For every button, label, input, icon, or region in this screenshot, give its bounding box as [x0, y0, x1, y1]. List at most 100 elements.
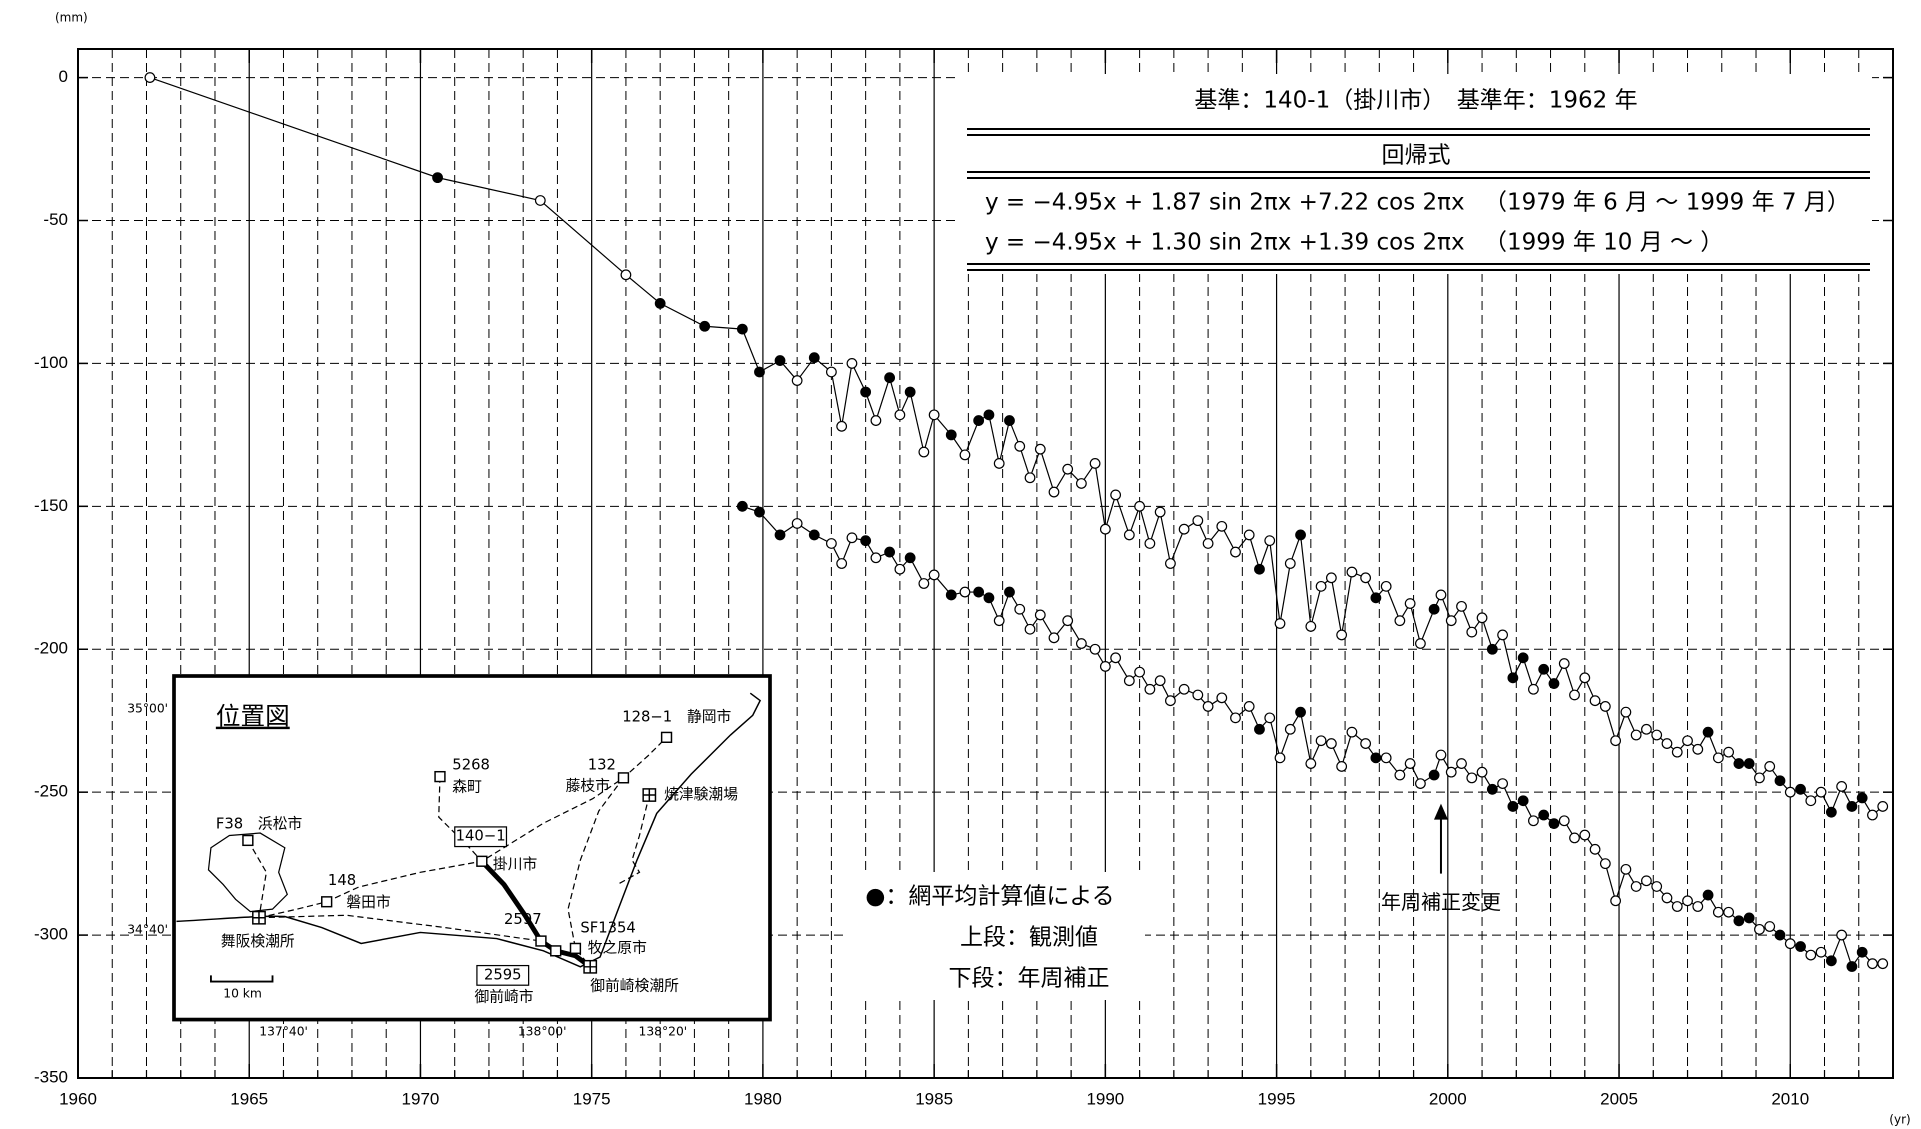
inset-map: 位置図 35°00' 34°40' 137°40' 138°00' 138°20…	[127, 674, 772, 1038]
point	[1075, 638, 1087, 649]
point	[1315, 580, 1327, 592]
point	[1712, 752, 1724, 764]
point	[1795, 783, 1806, 795]
coastline	[176, 692, 762, 968]
map-label: 5268	[452, 757, 490, 774]
point	[894, 563, 906, 575]
point	[1528, 683, 1539, 695]
point	[1805, 949, 1817, 961]
point	[1048, 486, 1060, 498]
stations	[242, 731, 673, 974]
point	[1712, 906, 1724, 918]
point	[1435, 589, 1447, 601]
point	[1497, 629, 1509, 641]
point	[1846, 801, 1858, 812]
point	[1702, 726, 1714, 738]
point	[1856, 946, 1868, 958]
point	[870, 415, 882, 426]
data-layer: 年周補正変更	[144, 72, 1889, 972]
map-label: 藤枝市	[566, 777, 611, 794]
point	[1165, 558, 1176, 569]
point	[1723, 746, 1735, 758]
map-label: 牧之原市	[588, 939, 647, 956]
point	[1134, 666, 1146, 678]
point	[791, 518, 803, 529]
map-label: 132	[588, 757, 616, 774]
label-box	[476, 964, 530, 986]
point	[825, 366, 837, 378]
y-tick-label: -250	[34, 782, 68, 801]
reference: 基準：140-1（掛川市） 基準年：1962 年	[1194, 88, 1637, 114]
station	[617, 772, 630, 784]
point	[1579, 672, 1591, 684]
point	[754, 366, 765, 378]
x-tick-label: 1980	[744, 1089, 782, 1108]
point	[904, 552, 916, 564]
point	[1456, 600, 1467, 612]
point	[1825, 806, 1837, 818]
point	[973, 586, 985, 598]
point	[1610, 735, 1622, 747]
x-tick-label: 1960	[59, 1089, 97, 1108]
point	[1815, 946, 1827, 958]
station	[550, 945, 562, 957]
point	[1774, 929, 1786, 941]
y-tick-label: -200	[34, 639, 68, 658]
point	[1099, 523, 1111, 535]
point	[1264, 712, 1276, 724]
point	[699, 320, 711, 332]
point	[1404, 758, 1416, 769]
point	[1497, 778, 1509, 789]
point	[825, 538, 837, 549]
point	[1192, 515, 1204, 527]
point	[1836, 929, 1848, 941]
point	[1476, 766, 1488, 778]
point	[1877, 958, 1889, 970]
point	[1630, 881, 1642, 892]
point	[983, 409, 995, 421]
lon-label: 138°00'	[518, 1024, 567, 1038]
point	[1428, 603, 1440, 615]
map-label: 128−1 静岡市	[622, 709, 731, 726]
point	[846, 532, 858, 544]
point	[1216, 520, 1228, 532]
info-box-bg	[960, 74, 1872, 274]
point	[1435, 749, 1447, 761]
point	[1682, 735, 1693, 747]
point	[1784, 938, 1796, 950]
point	[1295, 706, 1306, 718]
x-tick-label: 1965	[230, 1089, 268, 1108]
point	[1394, 615, 1406, 627]
point	[1394, 769, 1406, 781]
map-label: 舞阪検潮所	[221, 933, 295, 950]
point	[1548, 678, 1560, 689]
point	[1733, 758, 1745, 769]
point	[1380, 752, 1392, 764]
point	[1569, 689, 1580, 701]
tide-cross	[252, 911, 266, 924]
point	[1254, 563, 1265, 575]
period: （1979 年 6 月 ～ 1999 年 7 月）	[1484, 190, 1850, 216]
point	[884, 546, 896, 558]
lat-label: 34°40'	[127, 923, 168, 937]
point	[928, 409, 940, 421]
point	[1805, 795, 1817, 807]
point	[993, 458, 1005, 469]
legend-bg	[845, 872, 1145, 1000]
point	[884, 372, 896, 384]
point	[959, 586, 971, 598]
point	[1825, 955, 1837, 967]
point	[945, 429, 957, 441]
point	[1110, 489, 1122, 501]
tide-cross	[584, 960, 597, 973]
x-unit: (yr)	[1889, 1113, 1910, 1127]
point	[1445, 766, 1457, 778]
point	[1202, 538, 1214, 549]
point	[1723, 906, 1735, 918]
point	[1517, 795, 1529, 807]
info-box: 基準：140-1（掛川市） 基準年：1962 年 回帰式 y = −4.95x …	[960, 74, 1872, 274]
point	[1284, 558, 1296, 569]
point	[1415, 778, 1426, 789]
point	[1517, 652, 1529, 664]
point	[1315, 735, 1327, 747]
